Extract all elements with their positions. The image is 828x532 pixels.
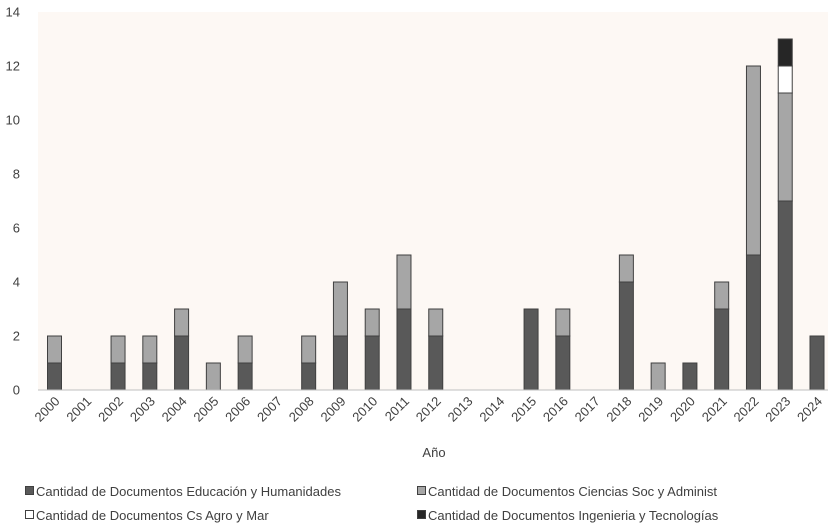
bar-segment (777, 38, 793, 67)
legend-swatch (25, 486, 34, 495)
bar-segment (809, 335, 825, 391)
bar-segment (745, 254, 761, 391)
bar-segment (428, 335, 444, 391)
bar-segment (142, 335, 158, 364)
bar-segment (714, 281, 730, 310)
x-tick-label: 2008 (286, 394, 317, 425)
legend-swatch (25, 510, 34, 519)
legend-label: Cantidad de Documentos Ciencias Soc y Ad… (428, 484, 717, 499)
x-tick-label: 2000 (32, 394, 63, 425)
legend-label: Cantidad de Documentos Cs Agro y Mar (36, 508, 269, 523)
legend-item: Cantidad de Documentos Ciencias Soc y Ad… (417, 484, 717, 499)
bar-segment (174, 308, 190, 337)
y-tick-label: 6 (13, 221, 20, 236)
y-tick-label: 14 (6, 5, 20, 20)
x-tick-label: 2003 (127, 394, 158, 425)
bar-segment (142, 362, 158, 391)
bar-segment (396, 254, 412, 310)
bar-segment (205, 362, 221, 391)
x-tick-label: 2018 (603, 394, 634, 425)
y-tick-label: 10 (6, 113, 20, 128)
bar-segment (555, 335, 571, 391)
bar-segment (618, 281, 634, 391)
legend-item: Cantidad de Documentos Cs Agro y Mar (25, 508, 269, 523)
legend-item: Cantidad de Documentos Educación y Human… (25, 484, 341, 499)
bar-segment (714, 308, 730, 391)
legend-label: Cantidad de Documentos Educación y Human… (36, 484, 341, 499)
bar-segment (47, 335, 62, 364)
bar-segment (555, 308, 571, 337)
x-tick-label: 2023 (762, 394, 793, 425)
x-axis-title: Año (422, 445, 445, 460)
bar-segment (428, 308, 444, 337)
bar-segment (110, 335, 126, 364)
bar-segment (174, 335, 190, 391)
x-tick-label: 2009 (318, 394, 349, 425)
legend-label: Cantidad de Documentos Ingenieria y Tecn… (428, 508, 719, 523)
x-tick-label: 2021 (699, 394, 730, 425)
y-tick-label: 2 (13, 329, 20, 344)
x-tick-label: 2024 (794, 394, 825, 425)
x-tick-label: 2006 (222, 394, 253, 425)
bar-segment (110, 362, 126, 391)
bar-segment (364, 308, 380, 337)
x-tick-label: 2022 (731, 394, 762, 425)
x-tick-label: 2010 (349, 394, 380, 425)
bar-segment (332, 281, 348, 337)
bar-segment (650, 362, 666, 391)
bar-segment (777, 200, 793, 391)
bar-segment (396, 308, 412, 391)
x-tick-label: 2005 (190, 394, 221, 425)
y-tick-label: 4 (13, 275, 20, 290)
x-tick-label: 2007 (254, 394, 285, 425)
legend-item: Cantidad de Documentos Ingenieria y Tecn… (417, 508, 719, 523)
x-axis-ticks: 2000 2001 2002 2003 2004 2005 2006 2007 2008 2009… (32, 394, 826, 425)
x-tick-label: 2014 (476, 394, 507, 425)
x-tick-label: 2019 (635, 394, 666, 425)
x-tick-label: 2002 (95, 394, 126, 425)
y-axis-ticks: 0 2 4 6 8 10 12 14 (6, 5, 20, 398)
bar-segment (777, 92, 793, 202)
x-tick-label: 2013 (445, 394, 476, 425)
bar-segment (237, 335, 253, 364)
y-tick-label: 8 (13, 167, 20, 182)
bar-segment (301, 362, 317, 391)
y-tick-label: 0 (13, 383, 20, 398)
bar-segment (777, 65, 793, 94)
legend: Cantidad de Documentos Educación y Human… (25, 484, 719, 523)
x-tick-label: 2012 (413, 394, 444, 425)
y-tick-label: 12 (6, 59, 20, 74)
x-tick-label: 2016 (540, 394, 571, 425)
bar-segment (332, 335, 348, 391)
x-tick-label: 2004 (159, 394, 190, 425)
x-tick-label: 2017 (572, 394, 603, 425)
bar-segment (47, 362, 62, 391)
x-tick-label: 2001 (63, 394, 94, 425)
bar-segment (364, 335, 380, 391)
bar-segment (523, 308, 539, 391)
legend-swatch (417, 486, 426, 495)
x-tick-label: 2011 (382, 394, 412, 424)
bar-segment (745, 65, 761, 256)
bars (47, 38, 825, 391)
bar-segment (301, 335, 317, 364)
legend-swatch (417, 510, 426, 519)
bar-segment (618, 254, 634, 283)
x-tick-label: 2015 (508, 394, 539, 425)
bar-segment (682, 362, 698, 391)
bar-segment (237, 362, 253, 391)
x-tick-label: 2020 (667, 394, 698, 425)
